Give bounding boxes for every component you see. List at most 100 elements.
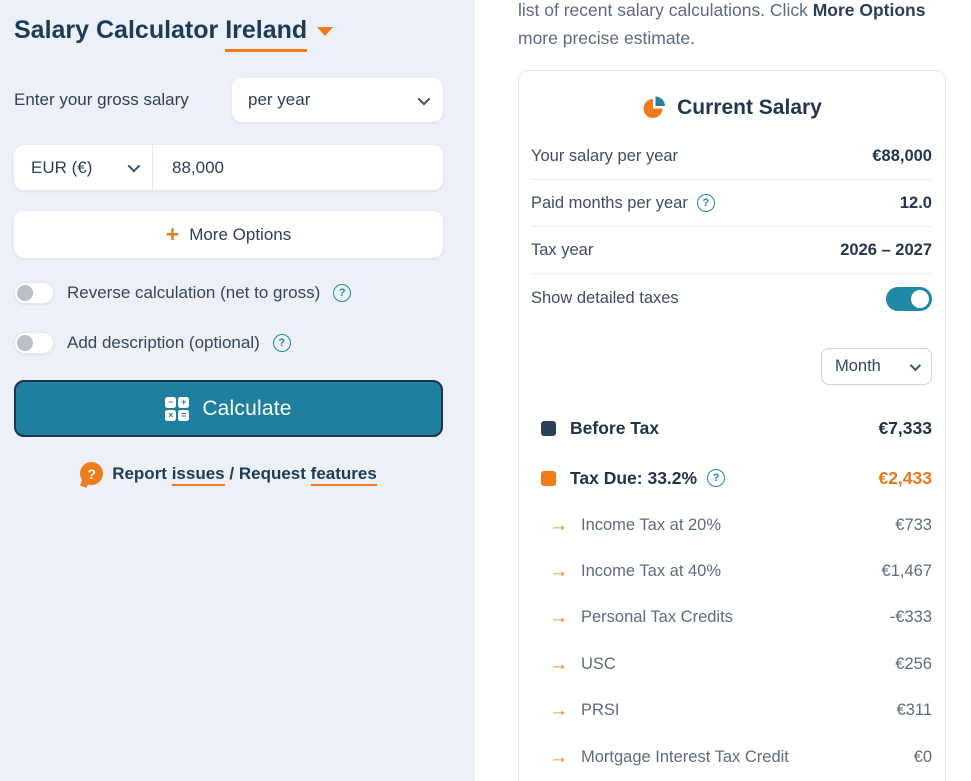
tax-year-value: 2026 – 2027 [840,240,932,259]
country-selector[interactable]: Ireland [225,16,308,52]
add-description-toggle[interactable] [14,332,54,354]
more-options-label: More Options [189,224,292,244]
caret-down-icon[interactable] [317,26,334,36]
detail-value: €1,467 [881,562,932,581]
results-panel: list of recent salary calculations. Clic… [475,0,971,781]
request-features-link[interactable]: features [310,463,377,486]
arrow-right-icon: → [549,607,568,629]
before-tax-swatch-icon [541,420,556,436]
reverse-calculation-toggle[interactable] [14,282,54,304]
more-options-button[interactable]: + More Options [14,211,443,258]
result-period-value: Month [835,357,881,375]
tax-due-swatch-icon [541,470,556,486]
detail-value: €311 [896,701,932,720]
page-title: Salary Calculator Ireland [14,16,334,52]
toggle-knob [17,335,33,351]
tax-year-label: Tax year [531,240,594,259]
paid-months-label-text: Paid months per year [531,193,688,212]
add-description-label: Add description (optional) [67,333,260,352]
chevron-down-icon [417,92,431,105]
show-detailed-taxes-row: Show detailed taxes [531,274,932,323]
before-tax-row: Before Tax €7,333 [541,403,932,453]
calc-plus-glyph: + [178,396,190,408]
help-icon[interactable]: ? [707,469,726,487]
intro-text-line1: list of recent salary calculations. Clic… [518,0,925,22]
detail-label: USC [581,654,616,673]
tax-due-label-text: Tax Due: 33.2% [570,467,698,488]
usc-row: → USC €256 [549,641,932,687]
salary-input-group: EUR (€) [14,145,443,190]
feedback-text: Report issues / Request features [112,463,377,486]
detail-label: Mortgage Interest Tax Credit [581,747,789,766]
intro-text-bold: More Options [812,0,926,20]
salary-input[interactable] [153,145,443,190]
help-icon[interactable]: ? [696,194,715,212]
paid-months-label: Paid months per year? [531,194,715,213]
chevron-down-icon [909,359,922,371]
detail-value: €733 [895,515,932,534]
card-title: Current Salary [519,93,945,123]
salary-info-rows: Your salary per year €88,000 Paid months… [531,133,932,323]
reverse-calculation-row: Reverse calculation (net to gross) ? [14,282,352,304]
paid-months-row: Paid months per year? 12.0 [531,180,932,227]
feedback-bubble-icon: ? [80,462,104,485]
tax-due-label: Tax Due: 33.2%? [570,467,726,489]
show-detailed-taxes-toggle[interactable] [886,286,932,311]
detail-label: PRSI [581,701,620,720]
calculator-panel: Salary Calculator Ireland Enter your gro… [0,0,475,781]
summary-rows: Before Tax €7,333 Tax Due: 33.2%? €2,433 [541,403,932,503]
arrow-right-icon: → [549,653,568,675]
pie-chart-icon [643,96,666,118]
currency-select[interactable]: EUR (€) [14,145,153,190]
calculate-button[interactable]: − + × = Calculate [14,380,443,437]
tax-due-value: €2,433 [878,467,932,488]
request-text: Request [238,463,306,483]
arrow-right-icon: → [549,514,568,536]
arrow-right-icon: → [549,746,568,768]
intro-text-line2: more precise estimate. [518,28,696,48]
before-tax-value: €7,333 [878,417,932,438]
paid-months-value: 12.0 [899,193,932,212]
feedback-links: ? Report issues / Request features [14,462,443,486]
calc-equals-glyph: = [178,409,190,421]
prsi-row: → PRSI €311 [549,688,932,734]
currency-select-value: EUR (€) [31,157,93,177]
report-issues-link[interactable]: issues [171,463,225,486]
income-tax-40-row: → Income Tax at 40% €1,467 [549,548,932,594]
bubble-question-glyph: ? [87,465,96,482]
detail-label: Personal Tax Credits [581,608,733,627]
detail-value: €256 [895,654,932,673]
calc-minus-glyph: − [165,396,177,408]
add-description-row: Add description (optional) ? [14,332,291,354]
page-title-text: Salary Calculator [14,16,219,44]
chevron-down-icon [127,159,141,173]
plus-icon: + [165,221,180,247]
salary-per-year-value: €88,000 [872,146,932,165]
card-title-text: Current Salary [677,96,822,119]
report-text: Report [112,463,167,483]
help-icon[interactable]: ? [272,334,291,352]
arrow-right-icon: → [549,561,568,583]
detail-value: -€333 [889,608,932,627]
income-tax-20-row: → Income Tax at 20% €733 [549,502,932,548]
help-icon[interactable]: ? [333,284,352,302]
current-salary-card: Current Salary Your salary per year €88,… [518,70,946,781]
salary-per-year-label: Your salary per year [531,146,679,165]
before-tax-label: Before Tax [570,417,660,438]
show-detailed-taxes-label: Show detailed taxes [531,289,679,307]
calculator-icon: − + × = [165,396,190,421]
detail-value: €0 [913,747,932,766]
mortgage-interest-credit-row: → Mortgage Interest Tax Credit €0 [549,734,932,780]
period-select-value: per year [248,90,311,109]
arrow-right-icon: → [549,700,568,722]
calculate-label: Calculate [202,396,292,420]
reverse-calculation-label: Reverse calculation (net to gross) [67,283,321,302]
toggle-knob [911,289,929,308]
tax-year-row: Tax year 2026 – 2027 [531,227,932,274]
intro-text-regular: list of recent salary calculations. Clic… [518,0,813,20]
calc-multiply-glyph: × [165,409,177,421]
detail-label: Income Tax at 20% [581,515,722,534]
tax-detail-rows: → Income Tax at 20% €733 → Income Tax at… [549,502,932,780]
period-select[interactable]: per year [232,78,443,122]
result-period-select[interactable]: Month [821,348,932,385]
